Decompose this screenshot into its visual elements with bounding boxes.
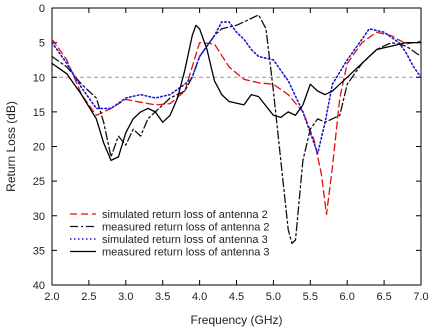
y-tick-label: 20 [33, 142, 45, 154]
x-tick-label: 2.0 [44, 291, 59, 303]
x-tick-label: 4.0 [192, 291, 207, 303]
y-tick-label: 0 [39, 3, 45, 15]
legend-label-2: measured return loss of antenna 2 [102, 222, 270, 234]
y-tick-label: 25 [33, 176, 45, 188]
y-tick-label: 5 [39, 38, 45, 50]
legend-label-4: measured return loss of antenna 3 [102, 247, 270, 259]
y-tick-label: 35 [33, 245, 45, 257]
x-tick-label: 5.0 [266, 291, 281, 303]
y-axis-label: Return Loss (dB) [4, 101, 18, 192]
legend-label-3: simulated return loss of antenna 3 [102, 234, 268, 246]
x-tick-label: 5.5 [303, 291, 318, 303]
series-line-4 [51, 24, 422, 162]
series-line-3 [51, 21, 422, 155]
x-tick-label: 7.0 [413, 291, 428, 303]
legend: simulated return loss of antenna 2measur… [70, 209, 270, 259]
x-axis-label: Frequency (GHz) [190, 313, 282, 327]
x-tick-label: 6.5 [376, 291, 391, 303]
series-layer [51, 14, 422, 245]
x-tick-label: 3.0 [118, 291, 133, 303]
axis-ticks: 2.0 2.5 3.0 3.5 4.0 4.5 5.0 5.5 6.0 6.5 7.0 0 5 10 15 2… [33, 3, 429, 303]
y-tick-label: 10 [33, 72, 45, 84]
x-tick-label: 3.5 [155, 291, 170, 303]
x-tick-label: 2.5 [81, 291, 96, 303]
x-tick-label: 6.0 [340, 291, 355, 303]
legend-label-1: simulated return loss of antenna 2 [102, 209, 268, 221]
x-tick-label: 4.5 [229, 291, 244, 303]
y-tick-label: 40 [33, 280, 45, 292]
y-tick-label: 15 [33, 107, 45, 119]
y-tick-label: 30 [33, 211, 45, 223]
